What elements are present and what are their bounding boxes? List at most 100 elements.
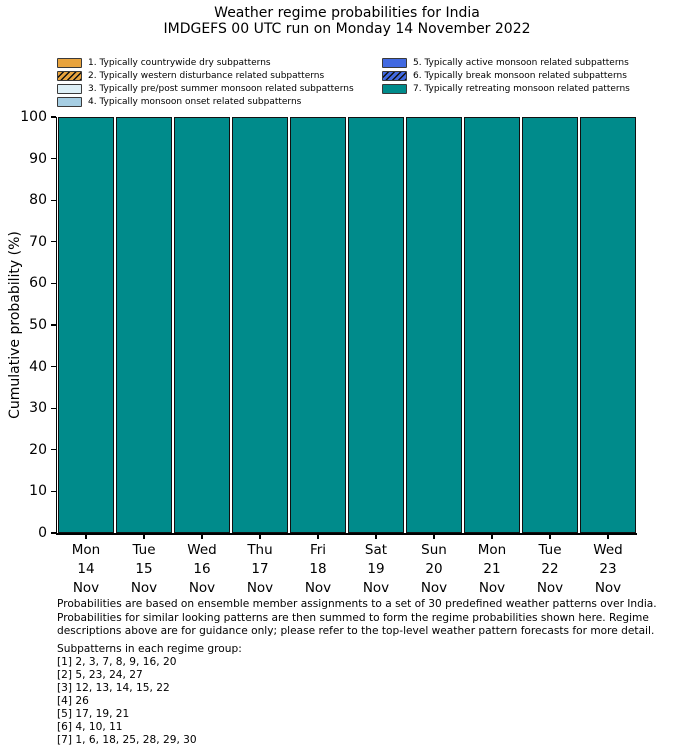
stacked-bar [58,117,114,533]
y-tick-label: 0 [38,525,47,541]
legend-item-6: 6. Typically break monsoon related subpa… [382,69,630,82]
bar-segment [232,117,288,533]
y-tick-label: 50 [29,317,47,333]
x-tick-label: Wed 23 Nov [593,542,623,596]
x-tick-mark [85,534,87,539]
x-tick-label: Sun 20 Nov [420,542,448,596]
legend-swatch-icon [382,57,407,68]
x-tick-label: Tue 22 Nov [536,542,564,596]
legend-item-label: 1. Typically countrywide dry subpatterns [88,57,271,68]
stacked-bar [406,117,462,533]
y-tick-label: 60 [29,275,47,292]
y-tick-mark [51,282,56,285]
y-tick-mark [51,116,56,118]
legend-item-label: 5. Typically active monsoon related subp… [413,57,629,68]
x-tick-label: Sat 19 Nov [362,542,390,596]
y-tick-mark [51,324,56,326]
subpatterns-line: [2] 5, 23, 24, 27 [57,669,143,681]
subpatterns-block: Subpatterns in each regime group: [1] 2,… [57,643,457,747]
x-tick-mark [375,534,377,539]
subpatterns-line: [7] 1, 6, 18, 25, 28, 29, 30 [57,734,197,746]
x-tick-mark [549,534,551,539]
chart-subtitle: IMDGEFS 00 UTC run on Monday 14 November… [163,21,531,37]
y-tick-label: 40 [29,358,47,375]
legend-item-5: 5. Typically active monsoon related subp… [382,56,630,69]
subpatterns-line: [3] 12, 13, 14, 15, 22 [57,682,170,694]
legend-swatch-icon [57,70,82,81]
legend-swatch-icon [57,57,82,68]
stacked-bar [290,117,346,533]
legend-item-label: 7. Typically retreating monsoon related … [413,83,630,94]
x-tick-mark [317,534,319,539]
y-tick-mark [51,157,56,160]
x-tick-mark [491,534,493,539]
footnote-line: Probabilities for similar looking patter… [57,611,649,624]
y-tick-mark [51,199,56,201]
subpatterns-line: [6] 4, 10, 11 [57,721,123,733]
y-tick-mark [51,532,56,534]
bar-segment [580,117,636,533]
stacked-bar [464,117,520,533]
subpatterns-line: [1] 2, 3, 7, 8, 9, 16, 20 [57,656,177,668]
x-tick-label: Wed 16 Nov [187,542,217,596]
x-tick-label: Mon 14 Nov [71,542,101,596]
legend-item-7: 7. Typically retreating monsoon related … [382,82,630,95]
bar-segment [348,117,404,533]
legend-item-label: 3. Typically pre/post summer monsoon rel… [88,83,354,94]
bar-segment [290,117,346,533]
y-tick-label: 90 [29,150,47,167]
bar-segment [174,117,230,533]
plot-area: 0 10 20 30 40 50 60 70 80 90 100 Mon 14 Nov Tue 15 Nov We… [20,110,637,596]
x-tick-mark [259,534,261,539]
y-tick-label: 20 [29,441,47,458]
legend-item-2: 2. Typically western disturbance related… [57,69,354,82]
y-tick-mark [51,490,56,493]
x-axis-spine [55,533,637,535]
legend-swatch-icon [57,97,82,108]
x-tick-mark [607,534,609,539]
x-tick-mark [143,534,145,539]
bar-segment [464,117,520,533]
x-tick-label: Fri 18 Nov [304,542,332,596]
footnote-line: Probabilities are based on ensemble memb… [57,598,657,610]
y-tick-label: 70 [29,233,47,250]
bar-segment [522,117,578,533]
stacked-bar [348,117,404,533]
footnote-text: Probabilities are based on ensemble memb… [57,598,677,639]
stacked-bar [116,117,172,533]
y-axis-spine [55,117,57,535]
x-tick-label: Thu 17 Nov [246,542,274,596]
legend-swatch-icon [57,83,82,94]
legend-item-1: 1. Typically countrywide dry subpatterns [57,56,354,69]
stacked-bar [580,117,636,533]
bar-segment [116,117,172,533]
y-tick-mark [51,241,56,243]
x-tick-label: Tue 15 Nov [130,542,158,596]
y-tick-label: 10 [29,483,47,500]
chart-title: Weather regime probabilities for India [214,5,480,21]
x-tick-label: Mon 21 Nov [477,542,507,596]
legend-item-4: 4. Typically monsoon onset related subpa… [57,96,354,109]
y-tick-mark [51,407,56,409]
footnote-line: descriptions above are for guidance only… [57,625,655,638]
legend-column-left: 1. Typically countrywide dry subpatterns… [57,56,354,109]
legend-swatch-icon [382,83,407,94]
y-tick-label: 100 [20,109,47,125]
x-tick-mark [201,534,203,539]
legend-column-right: 5. Typically active monsoon related subp… [382,56,630,96]
stacked-bar [232,117,288,533]
x-tick-mark [433,534,435,539]
legend-item-label: 4. Typically monsoon onset related subpa… [88,97,302,108]
legend-item-label: 6. Typically break monsoon related subpa… [413,70,627,81]
legend-swatch-icon [382,70,407,81]
y-tick-mark [51,449,56,451]
y-tick-label: 30 [29,400,47,417]
y-tick-mark [51,365,56,368]
legend-item-3: 3. Typically pre/post summer monsoon rel… [57,82,354,95]
stacked-bar [522,117,578,533]
stacked-bar [174,117,230,533]
legend-item-label: 2. Typically western disturbance related… [88,70,325,81]
y-tick-label: 80 [29,192,47,209]
subpatterns-line: [4] 26 [57,695,89,707]
